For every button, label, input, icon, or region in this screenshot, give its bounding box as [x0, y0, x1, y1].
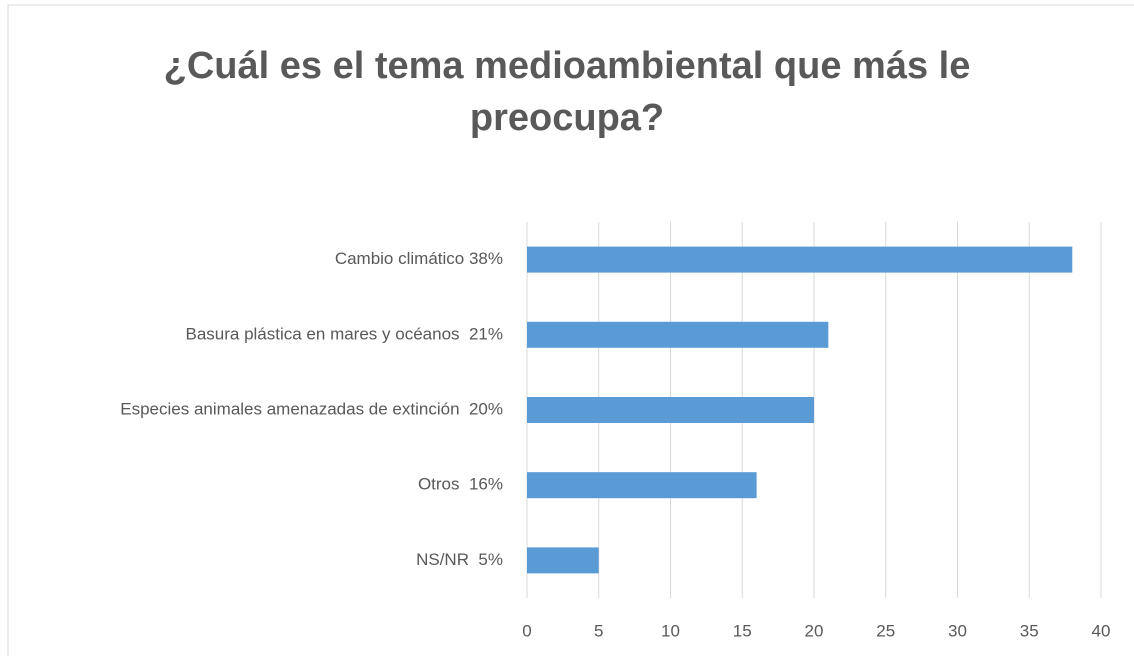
- x-tick-label: 40: [1092, 621, 1111, 640]
- bar: [527, 547, 599, 574]
- y-tick-label: Cambio climático 38%: [335, 249, 503, 268]
- bar: [527, 472, 757, 499]
- chart-border: [7, 4, 1134, 656]
- y-tick-label: NS/NR 5%: [416, 550, 503, 569]
- bar: [527, 397, 814, 423]
- x-tick-label: 0: [522, 621, 531, 640]
- bar: [527, 321, 829, 348]
- x-tick-label: 10: [661, 621, 680, 640]
- x-tick-label: 5: [594, 621, 603, 640]
- y-tick-label: Otros 16%: [418, 475, 503, 494]
- bar: [527, 246, 1073, 273]
- x-tick-label: 20: [805, 621, 824, 640]
- x-tick-label: 25: [876, 621, 895, 640]
- x-tick-label: 30: [948, 621, 967, 640]
- y-tick-label: Basura plástica en mares y océanos 21%: [185, 324, 503, 343]
- x-tick-label: 15: [733, 621, 752, 640]
- x-tick-label: 35: [1020, 621, 1039, 640]
- chart-title: ¿Cuál es el tema medioambiental que más …: [163, 45, 981, 139]
- y-tick-label: Especies animales amenazadas de extinció…: [120, 399, 503, 418]
